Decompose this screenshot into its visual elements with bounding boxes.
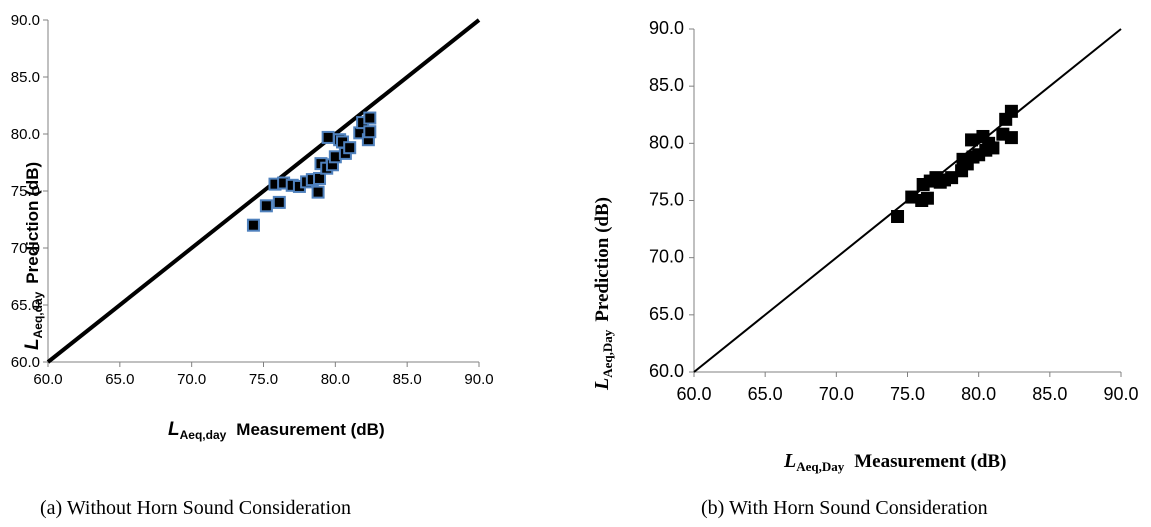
panel-b-chart: 60.0 65.0 70.0 75.0 80.0 85.0 90.0 60.0 65.0 70.… [591, 18, 1139, 519]
y-tick-label: 60.0 [11, 354, 40, 371]
panel-b-x-tick-labels: 60.0 65.0 70.0 75.0 80.0 85.0 90.0 [676, 384, 1138, 404]
data-point [343, 141, 357, 155]
y-tick-label: 90.0 [11, 12, 40, 29]
data-point [1004, 104, 1018, 118]
y-tick-label: 80.0 [11, 126, 40, 143]
y-tick-label: 85.0 [649, 75, 684, 95]
x-tick-label: 60.0 [33, 371, 62, 388]
x-tick-label: 80.0 [321, 371, 350, 388]
panel-a-reference-line [46, 18, 481, 364]
x-tick-label: 85.0 [393, 371, 422, 388]
x-tick-label: 80.0 [961, 384, 996, 404]
y-tick-label: 70.0 [11, 240, 40, 257]
x-tick-label: 65.0 [748, 384, 783, 404]
data-point [905, 190, 919, 204]
panel-a-points [246, 111, 377, 232]
x-tick-label: 75.0 [249, 371, 278, 388]
panel-a-chart: 60.0 65.0 70.0 75.0 80.0 85.0 90.0 60.0 65.0 70.… [11, 12, 494, 519]
x-tick-label: 90.0 [1103, 384, 1138, 404]
data-point [920, 191, 934, 205]
data-point [311, 185, 325, 199]
panel-a-y-axis-title: LAeq,dayPrediction (dB) [22, 162, 45, 350]
x-tick-label: 90.0 [464, 371, 493, 388]
x-tick-label: 75.0 [890, 384, 925, 404]
data-point [363, 111, 377, 125]
y-tick-label: 75.0 [649, 190, 684, 210]
y-tick-label: 75.0 [11, 183, 40, 200]
panel-b-points [891, 104, 1018, 224]
data-point [986, 141, 1000, 155]
panel-a-x-tick-labels: 60.0 65.0 70.0 75.0 80.0 85.0 90.0 [33, 371, 493, 388]
panel-b-x-axis-title: LAeq,Day Measurement (dB) [783, 450, 1006, 474]
panel-a-axes [43, 19, 480, 367]
y-tick-label: 90.0 [649, 18, 684, 38]
data-point [272, 195, 286, 209]
data-point [313, 171, 327, 185]
y-tick-label: 80.0 [649, 132, 684, 152]
x-tick-label: 85.0 [1032, 384, 1067, 404]
data-point [1004, 131, 1018, 145]
data-point [945, 171, 959, 185]
panel-b-y-tick-labels: 60.0 65.0 70.0 75.0 80.0 85.0 90.0 [649, 18, 684, 381]
y-tick-label: 70.0 [649, 247, 684, 267]
panel-b-y-axis-title: LAeq,DayPrediction (dB) [591, 197, 615, 391]
panel-a-x-axis-title: LAeq,day Measurement (dB) [168, 419, 385, 442]
data-point [965, 133, 979, 147]
panel-b-axes [689, 28, 1122, 377]
y-tick-label: 60.0 [649, 361, 684, 381]
x-tick-label: 70.0 [177, 371, 206, 388]
one-to-one-line [46, 18, 481, 364]
y-tick-label: 65.0 [11, 297, 40, 314]
data-point [363, 125, 377, 139]
data-point [321, 130, 335, 144]
panel-a-y-tick-labels: 60.0 65.0 70.0 75.0 80.0 85.0 90.0 [11, 12, 40, 371]
x-tick-label: 70.0 [819, 384, 854, 404]
data-point [246, 218, 260, 232]
data-point [259, 199, 273, 213]
panel-a-caption: (a) Without Horn Sound Consideration [40, 497, 351, 519]
panel-b-caption: (b) With Horn Sound Consideration [701, 497, 988, 519]
x-tick-label: 60.0 [676, 384, 711, 404]
x-tick-label: 65.0 [105, 371, 134, 388]
data-point [891, 210, 905, 224]
y-tick-label: 65.0 [649, 304, 684, 324]
y-tick-label: 85.0 [11, 69, 40, 86]
